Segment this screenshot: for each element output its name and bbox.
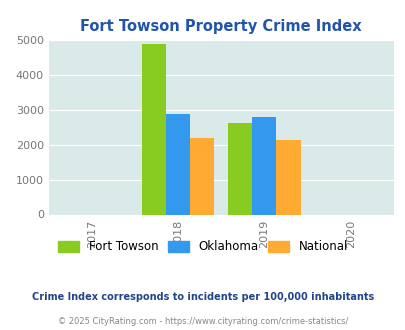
Text: Crime Index corresponds to incidents per 100,000 inhabitants: Crime Index corresponds to incidents per… <box>32 292 373 302</box>
Bar <box>141 44 166 214</box>
Bar <box>228 123 252 214</box>
Legend: Fort Towson, Oklahoma, National: Fort Towson, Oklahoma, National <box>53 236 352 258</box>
Title: Fort Towson Property Crime Index: Fort Towson Property Crime Index <box>80 19 361 34</box>
Bar <box>252 116 276 214</box>
Text: © 2025 CityRating.com - https://www.cityrating.com/crime-statistics/: © 2025 CityRating.com - https://www.city… <box>58 317 347 326</box>
Bar <box>190 138 214 214</box>
Bar <box>166 114 190 214</box>
Bar <box>276 140 300 214</box>
